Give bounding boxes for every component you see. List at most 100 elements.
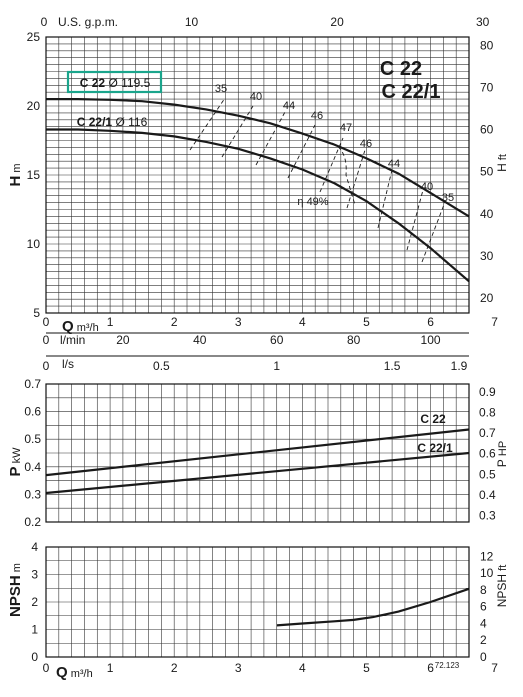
npsh-m3h-tick: 7 bbox=[491, 661, 498, 675]
power-ytick-right: 0.5 bbox=[479, 467, 496, 481]
gpm-tick: 20 bbox=[330, 15, 344, 29]
ls-tick: 1 bbox=[273, 359, 280, 373]
efficiency-isoline bbox=[189, 97, 226, 151]
head-ytick: 15 bbox=[27, 168, 41, 182]
efficiency-label: 46 bbox=[360, 138, 372, 150]
head-ytick-right: 30 bbox=[480, 249, 494, 263]
npsh-ytick: 1 bbox=[31, 623, 38, 637]
lmin-tick: 80 bbox=[347, 333, 361, 347]
gpm-tick: 30 bbox=[476, 15, 490, 29]
efficiency-peak-label: η 49% bbox=[297, 196, 328, 208]
gpm-tick: 0 bbox=[41, 15, 48, 29]
chart-code: 72.123 bbox=[435, 661, 460, 670]
efficiency-label: 46 bbox=[311, 110, 323, 122]
head-ytick-right: 20 bbox=[480, 291, 494, 305]
npsh-ytick: 4 bbox=[31, 540, 38, 554]
lmin-tick: 0 bbox=[43, 333, 50, 347]
curve-c22 bbox=[46, 97, 470, 218]
lmin-tick: 40 bbox=[193, 333, 207, 347]
efficiency-isoline bbox=[221, 105, 254, 158]
m3h-tick: 6 bbox=[427, 315, 434, 329]
model-title-2: C 22/1 bbox=[382, 81, 441, 103]
efficiency-label: 47 bbox=[340, 122, 352, 134]
power-series-label-c22-1: C 22/1 bbox=[417, 441, 453, 455]
head-ytick-right: 70 bbox=[480, 81, 494, 95]
efficiency-label: 40 bbox=[250, 91, 262, 103]
power-ytick-right: 0.8 bbox=[479, 406, 496, 420]
head-ytick: 5 bbox=[33, 306, 40, 320]
head-ytick-right: 60 bbox=[480, 123, 494, 137]
npsh-ytick-right: 2 bbox=[480, 633, 487, 647]
efficiency-label: 40 bbox=[421, 181, 433, 193]
head-ylabel-right: H ft bbox=[495, 154, 509, 172]
power-ytick-right: 0.7 bbox=[479, 426, 496, 440]
ls-tick: 0 bbox=[43, 359, 50, 373]
m3h-tick: 0 bbox=[43, 315, 50, 329]
power-ylabel-right: P HP bbox=[495, 441, 509, 467]
npsh-ytick: 3 bbox=[31, 568, 38, 582]
power-ytick: 0.3 bbox=[24, 487, 41, 501]
npsh-m3h-tick: 2 bbox=[171, 661, 178, 675]
npsh-ytick: 2 bbox=[31, 595, 38, 609]
head-grid-frame bbox=[45, 36, 470, 314]
power-ytick-right: 0.4 bbox=[479, 488, 496, 502]
efficiency-isoline bbox=[421, 201, 446, 263]
head-ytick-right: 80 bbox=[480, 39, 494, 53]
power-ytick: 0.7 bbox=[24, 377, 41, 391]
highlight-box bbox=[66, 70, 163, 94]
power-ytick-right: 0.6 bbox=[479, 447, 496, 461]
power-ytick-right: 0.3 bbox=[479, 508, 496, 522]
npsh-q-axis-label: Q m³/h bbox=[56, 664, 93, 681]
efficiency-peak-line bbox=[331, 142, 356, 206]
power-line-c22-1 bbox=[45, 451, 470, 495]
m3h-tick: 7 bbox=[491, 315, 498, 329]
npsh-ytick-right: 0 bbox=[480, 650, 487, 664]
npsh-ytick-right: 12 bbox=[480, 549, 494, 563]
m3h-tick: 4 bbox=[299, 315, 306, 329]
m3h-tick: 5 bbox=[363, 315, 370, 329]
head-ytick: 20 bbox=[27, 99, 41, 113]
npsh-ytick-right: 6 bbox=[480, 600, 487, 614]
ls-tick: 1.9 bbox=[451, 359, 468, 373]
power-grid-frame bbox=[45, 383, 470, 523]
efficiency-isoline bbox=[346, 149, 366, 209]
lmin-axis-label: l/min bbox=[60, 333, 85, 347]
efficiency-label: 44 bbox=[388, 158, 400, 170]
efficiency-isoline bbox=[287, 124, 316, 179]
m3h-tick: 2 bbox=[171, 315, 178, 329]
ls-tick: 1.5 bbox=[384, 359, 401, 373]
head-ytick-right: 50 bbox=[480, 165, 494, 179]
power-ytick: 0.4 bbox=[24, 460, 41, 474]
npsh-m3h-tick: 0 bbox=[43, 661, 50, 675]
series-label-c22: C 22 Ø 119.5 bbox=[80, 76, 151, 90]
npsh-ylabel-right: NPSH ft bbox=[495, 565, 509, 608]
power-ylabel: P kW bbox=[7, 447, 24, 477]
npsh-ytick-right: 4 bbox=[480, 616, 487, 630]
lmin-tick: 20 bbox=[116, 333, 130, 347]
lmin-tick: 100 bbox=[421, 333, 441, 347]
efficiency-isoline bbox=[377, 169, 393, 229]
efficiency-label: 35 bbox=[442, 192, 454, 204]
head-ytick: 25 bbox=[27, 30, 41, 44]
npsh-ytick-right: 8 bbox=[480, 583, 487, 597]
gpm-tick: 10 bbox=[185, 15, 199, 29]
power-line-c22 bbox=[45, 428, 470, 477]
head-ytick-right: 40 bbox=[480, 207, 494, 221]
efficiency-label: 35 bbox=[215, 83, 227, 95]
lmin-tick: 60 bbox=[270, 333, 284, 347]
npsh-m3h-tick: 5 bbox=[363, 661, 370, 675]
efficiency-isoline bbox=[319, 137, 344, 193]
model-title-1: C 22 bbox=[380, 58, 422, 80]
npsh-grid-frame bbox=[45, 546, 470, 658]
efficiency-isoline bbox=[406, 189, 424, 251]
efficiency-isoline bbox=[255, 111, 286, 166]
curve-c22-1 bbox=[46, 128, 470, 283]
npsh-m3h-tick: 1 bbox=[107, 661, 114, 675]
power-ytick-right: 0.9 bbox=[479, 385, 496, 399]
m3h-tick: 1 bbox=[107, 315, 114, 329]
head-ytick: 10 bbox=[27, 237, 41, 251]
m3h-tick: 3 bbox=[235, 315, 242, 329]
power-ytick: 0.5 bbox=[24, 432, 41, 446]
